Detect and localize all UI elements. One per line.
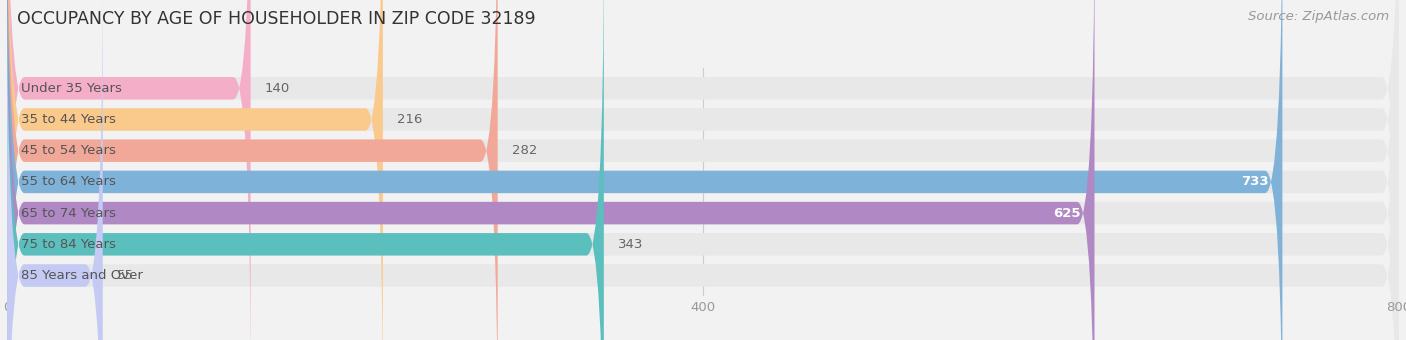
- Text: OCCUPANCY BY AGE OF HOUSEHOLDER IN ZIP CODE 32189: OCCUPANCY BY AGE OF HOUSEHOLDER IN ZIP C…: [17, 10, 536, 28]
- Text: 75 to 84 Years: 75 to 84 Years: [21, 238, 115, 251]
- FancyBboxPatch shape: [7, 0, 1399, 340]
- FancyBboxPatch shape: [7, 0, 603, 340]
- FancyBboxPatch shape: [7, 0, 1399, 340]
- Text: 343: 343: [617, 238, 643, 251]
- Text: 85 Years and Over: 85 Years and Over: [21, 269, 143, 282]
- FancyBboxPatch shape: [7, 0, 1094, 340]
- Text: 282: 282: [512, 144, 537, 157]
- FancyBboxPatch shape: [7, 0, 1399, 340]
- Text: 65 to 74 Years: 65 to 74 Years: [21, 207, 115, 220]
- Text: 733: 733: [1241, 175, 1268, 188]
- FancyBboxPatch shape: [7, 0, 1399, 340]
- Text: Under 35 Years: Under 35 Years: [21, 82, 122, 95]
- Text: 35 to 44 Years: 35 to 44 Years: [21, 113, 115, 126]
- FancyBboxPatch shape: [7, 0, 1399, 340]
- FancyBboxPatch shape: [7, 0, 250, 340]
- Text: Source: ZipAtlas.com: Source: ZipAtlas.com: [1249, 10, 1389, 23]
- FancyBboxPatch shape: [7, 0, 382, 340]
- FancyBboxPatch shape: [7, 0, 103, 340]
- Text: 55: 55: [117, 269, 134, 282]
- Text: 625: 625: [1053, 207, 1081, 220]
- Text: 55 to 64 Years: 55 to 64 Years: [21, 175, 115, 188]
- Text: 140: 140: [264, 82, 290, 95]
- FancyBboxPatch shape: [7, 0, 1399, 340]
- Text: 216: 216: [396, 113, 422, 126]
- FancyBboxPatch shape: [7, 0, 1399, 340]
- FancyBboxPatch shape: [7, 0, 1282, 340]
- Text: 45 to 54 Years: 45 to 54 Years: [21, 144, 115, 157]
- FancyBboxPatch shape: [7, 0, 498, 340]
